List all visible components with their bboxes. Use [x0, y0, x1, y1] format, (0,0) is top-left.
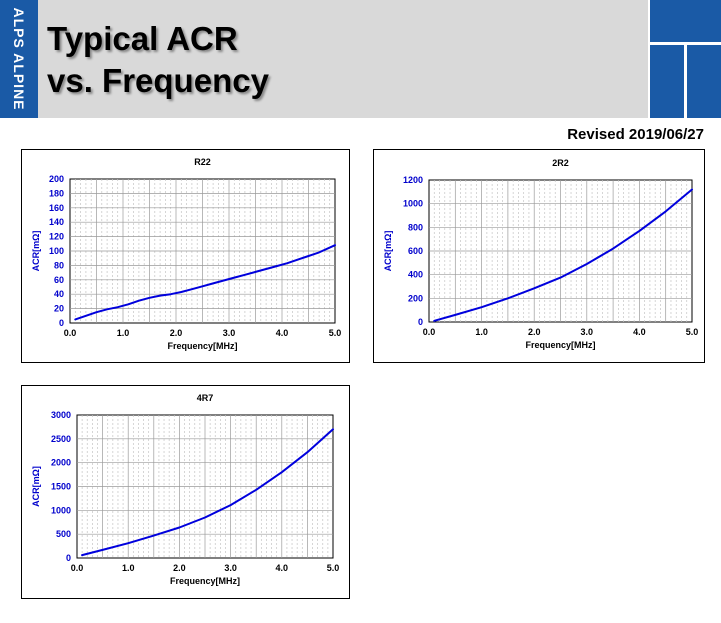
series-line [81, 428, 334, 557]
y-tick-label: 80 [54, 260, 64, 270]
page-title: Typical ACR vs. Frequency [47, 18, 269, 102]
x-axis-label: Frequency[MHz] [170, 576, 240, 586]
revision-date: Revised 2019/06/27 [567, 126, 704, 143]
x-tick-label: 3.0 [224, 563, 237, 573]
x-tick-label: 1.0 [117, 328, 130, 338]
x-tick-label: 0.0 [64, 328, 77, 338]
y-tick-label: 2000 [51, 458, 71, 468]
chart-title: R22 [194, 157, 211, 167]
y-tick-label: 1200 [403, 175, 423, 185]
x-axis-label: Frequency[MHz] [525, 340, 595, 350]
x-tick-label: 5.0 [686, 327, 699, 337]
y-axis-label: ACR[mΩ] [31, 231, 41, 272]
decor-block-3 [687, 45, 721, 118]
x-tick-label: 2.0 [173, 563, 186, 573]
y-tick-label: 40 [54, 289, 64, 299]
y-tick-label: 400 [408, 270, 423, 280]
chart-2r2: 0 200 400 600 800 1000 1200 0.0 1.0 2.0 3.0 4.0 5.0 2… [383, 158, 699, 350]
y-tick-label: 1500 [51, 482, 71, 492]
y-tick-label: 60 [54, 275, 64, 285]
logo-band: ALPS ALPINE [0, 0, 38, 118]
x-tick-label: 0.0 [423, 327, 436, 337]
x-tick-label: 4.0 [633, 327, 646, 337]
chart-title: 4R7 [197, 393, 214, 403]
series-line [74, 244, 336, 321]
y-tick-label: 120 [49, 232, 64, 242]
x-tick-label: 3.0 [223, 328, 236, 338]
chart-title: 2R2 [552, 158, 569, 168]
y-tick-label: 800 [408, 222, 423, 232]
y-tick-label: 160 [49, 203, 64, 213]
x-tick-label: 1.0 [122, 563, 135, 573]
title-line-1: Typical ACR [47, 20, 238, 57]
x-tick-label: 0.0 [71, 563, 84, 573]
x-tick-label: 4.0 [276, 563, 289, 573]
header: ALPS ALPINE Typical ACR vs. Frequency [0, 0, 721, 118]
x-tick-label: 5.0 [327, 563, 340, 573]
chart-panel-r22: 0 20 40 60 80 100 120 140 160 180 200 0.0 1.0 2.0 3.0 4… [21, 149, 350, 363]
decor-block-2 [650, 45, 684, 118]
y-tick-label: 2500 [51, 434, 71, 444]
y-tick-label: 600 [408, 246, 423, 256]
y-tick-label: 200 [408, 293, 423, 303]
y-tick-label: 500 [56, 529, 71, 539]
chart-r22: 0 20 40 60 80 100 120 140 160 180 200 0.0 1.0 2.0 3.0 4… [31, 157, 342, 351]
y-tick-label: 100 [49, 246, 64, 256]
chart-panel-2r2: 0 200 400 600 800 1000 1200 0.0 1.0 2.0 3.0 4.0 5.0 2… [373, 149, 705, 363]
y-tick-label: 140 [49, 217, 64, 227]
y-axis-label: ACR[mΩ] [31, 466, 41, 507]
chart-panel-4r7: 0 500 1000 1500 2000 2500 3000 0.0 1.0 2.0 3.0 4.0 5… [21, 385, 350, 599]
y-tick-label: 20 [54, 304, 64, 314]
y-tick-label: 1000 [51, 505, 71, 515]
y-tick-label: 180 [49, 188, 64, 198]
y-tick-label: 0 [59, 318, 64, 328]
y-tick-label: 3000 [51, 410, 71, 420]
y-tick-label: 0 [418, 317, 423, 327]
y-axis-label: ACR[mΩ] [383, 231, 393, 272]
y-tick-label: 0 [66, 553, 71, 563]
series-line [433, 188, 693, 322]
title-line-2: vs. Frequency [47, 62, 269, 99]
title-band: Typical ACR vs. Frequency [38, 0, 648, 118]
x-tick-label: 4.0 [276, 328, 289, 338]
y-tick-label: 1000 [403, 199, 423, 209]
chart-4r7: 0 500 1000 1500 2000 2500 3000 0.0 1.0 2.0 3.0 4.0 5… [31, 393, 340, 586]
x-tick-label: 5.0 [329, 328, 342, 338]
decor-block-1 [650, 0, 721, 42]
y-tick-label: 200 [49, 174, 64, 184]
brand-logo: ALPS ALPINE [11, 7, 27, 111]
x-tick-label: 2.0 [170, 328, 183, 338]
x-tick-label: 3.0 [581, 327, 594, 337]
x-tick-label: 1.0 [475, 327, 488, 337]
x-tick-label: 2.0 [528, 327, 541, 337]
x-axis-label: Frequency[MHz] [167, 341, 237, 351]
